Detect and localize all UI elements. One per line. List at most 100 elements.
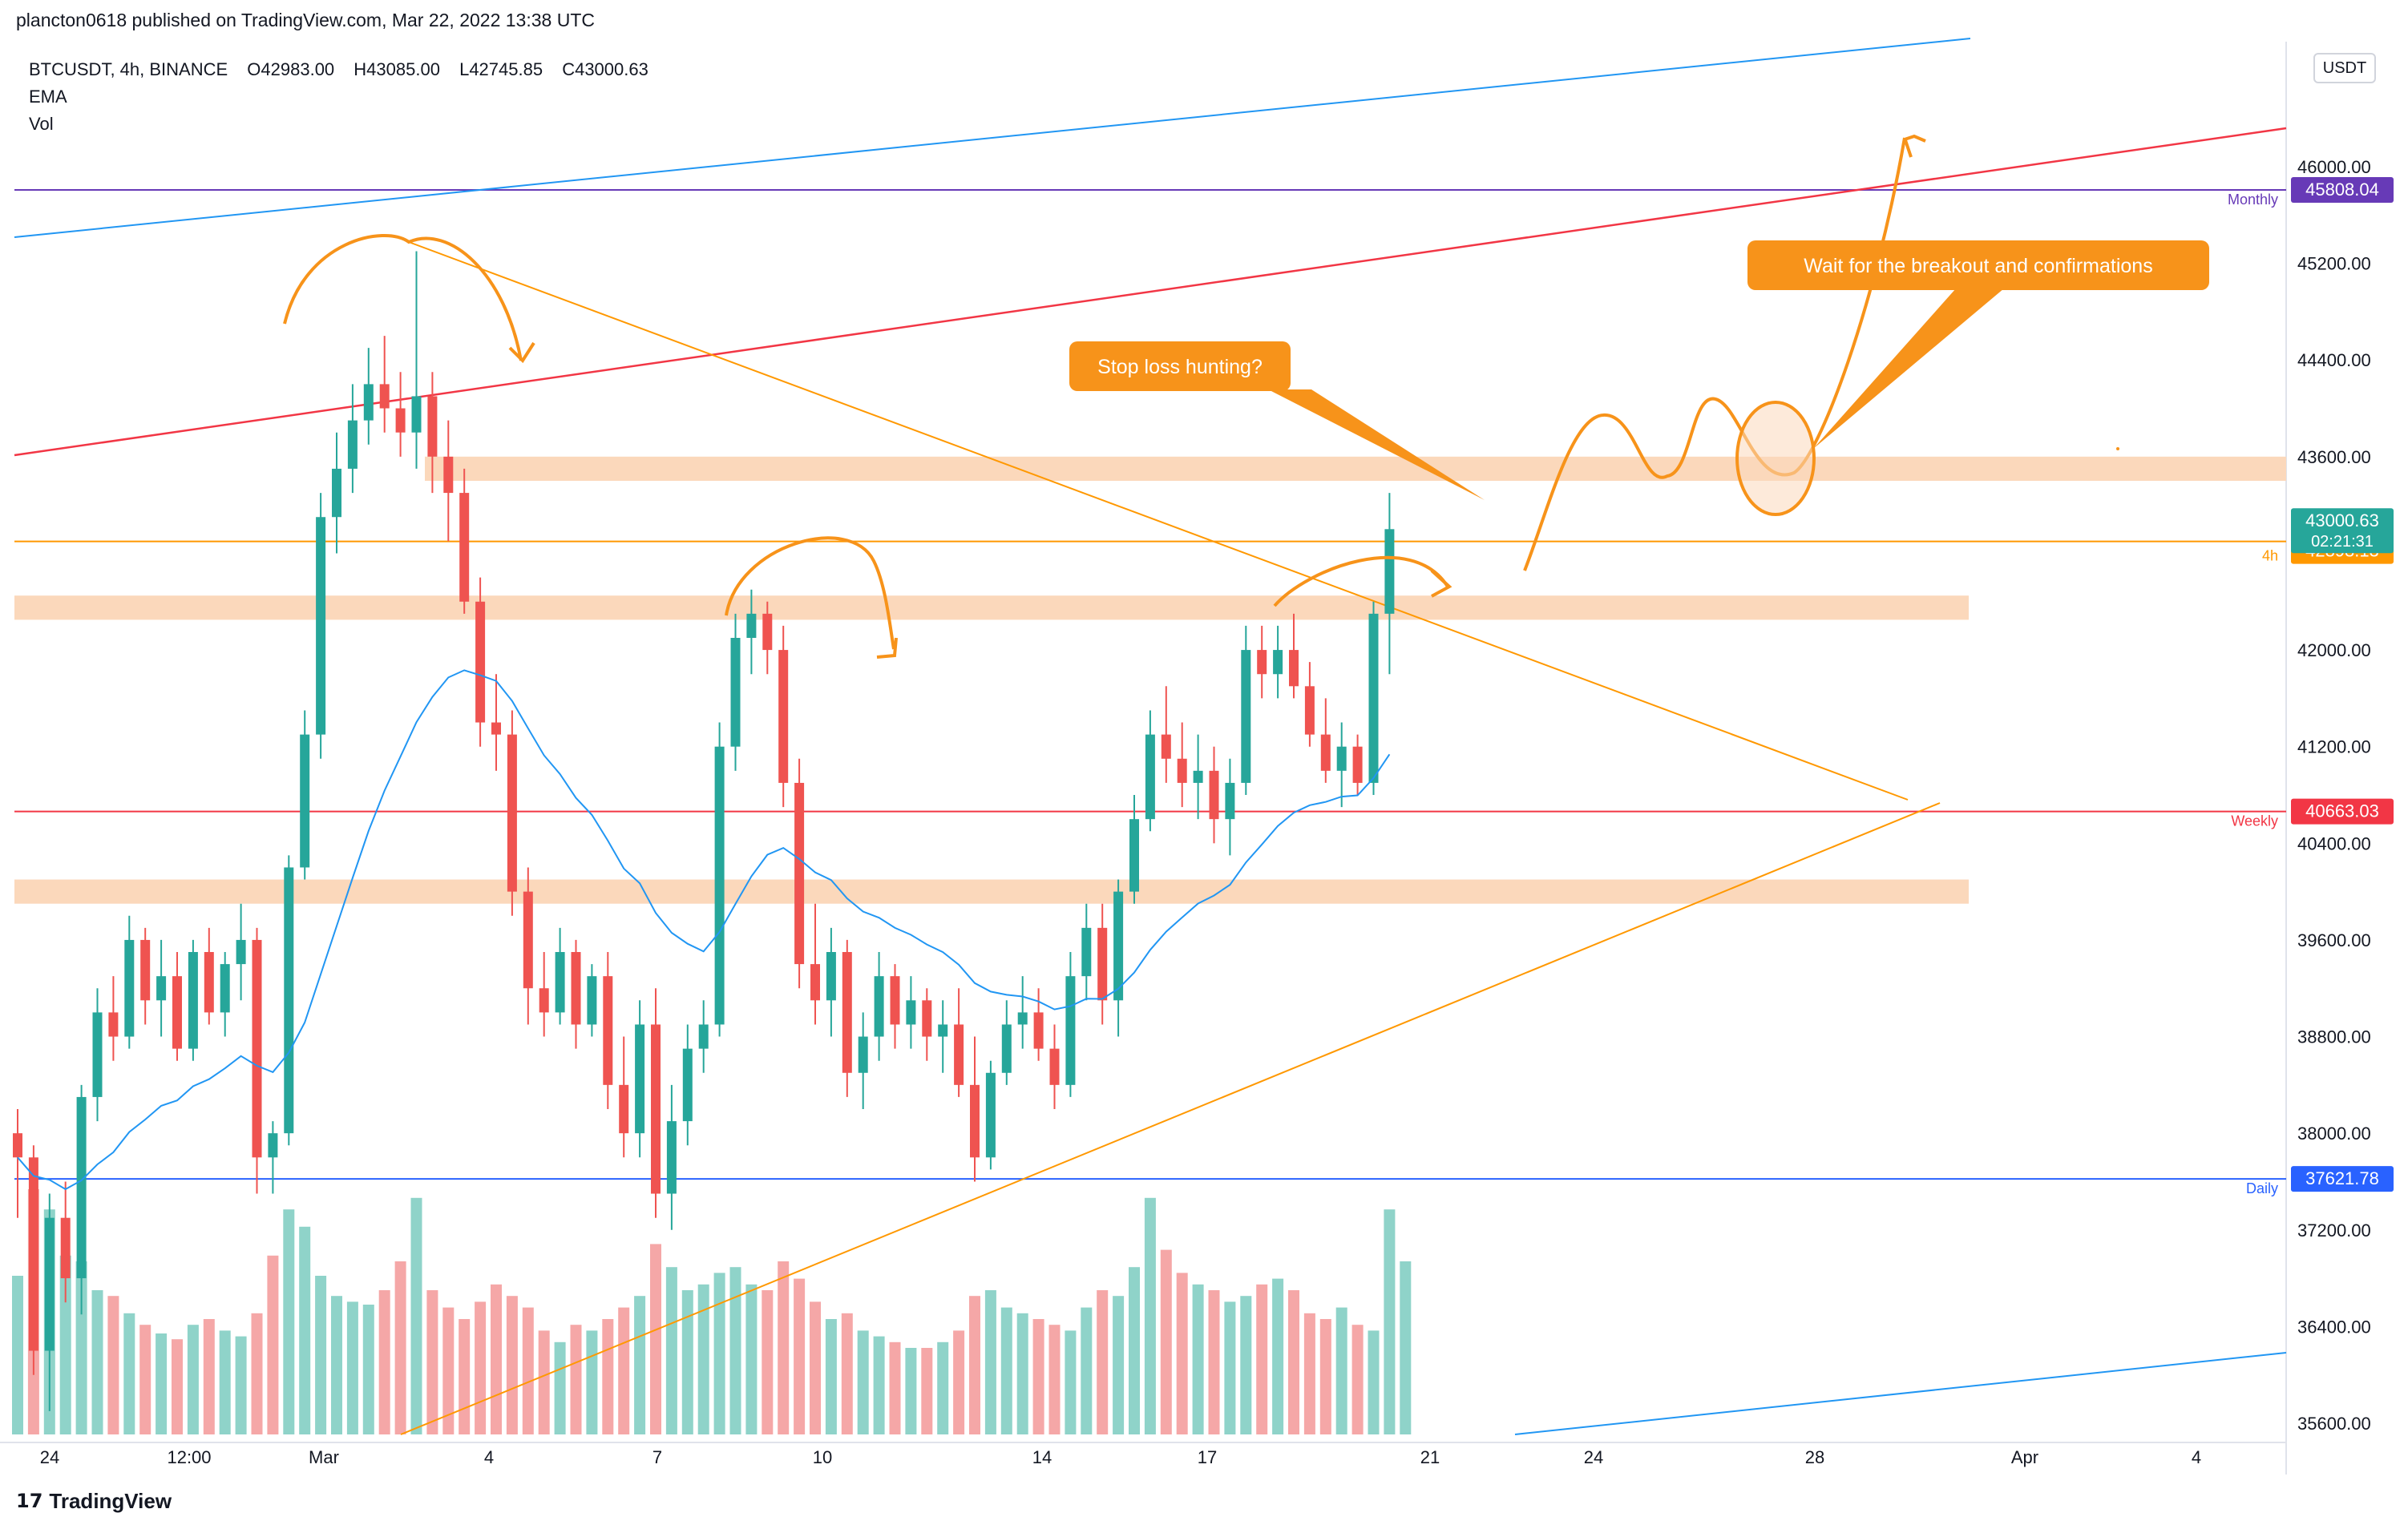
price-label-box[interactable]	[2291, 176, 2394, 203]
candle-body[interactable]	[794, 782, 805, 965]
price-label-box[interactable]	[2291, 798, 2394, 825]
candle-body[interactable]	[1289, 650, 1299, 687]
price-axis[interactable]: 46000.00 45200.00 44400.00 43600.00 42000.00…	[2297, 157, 2371, 1434]
legend-symbol[interactable]: BTCUSDT, 4h, BINANCE	[29, 59, 228, 79]
candle-body[interactable]	[1304, 686, 1315, 735]
candle-body[interactable]	[874, 976, 884, 1037]
red-resistance-line[interactable]	[14, 127, 2287, 457]
zone-1[interactable]	[425, 456, 2286, 481]
candle-body[interactable]	[810, 964, 820, 1001]
callout1-box[interactable]	[1069, 341, 1291, 391]
candle-body[interactable]	[714, 746, 725, 1025]
candle-body[interactable]	[60, 1217, 71, 1279]
candle-body[interactable]	[1161, 734, 1171, 759]
candle-body[interactable]	[1097, 927, 1108, 1001]
legend-ema[interactable]: EMA	[29, 87, 67, 107]
candle-body[interactable]	[587, 976, 597, 1025]
candle-body[interactable]	[1336, 746, 1347, 771]
candle-body[interactable]	[332, 468, 341, 518]
candle-body[interactable]	[1368, 613, 1379, 783]
candle-body[interactable]	[1113, 891, 1124, 1001]
candle-body[interactable]	[300, 734, 310, 868]
arc-drawing-1[interactable]	[283, 234, 523, 361]
price-label-box[interactable]	[2291, 538, 2394, 564]
candle-body[interactable]	[443, 456, 454, 494]
candle-body[interactable]	[1320, 734, 1331, 771]
candle-body[interactable]	[682, 1048, 693, 1122]
price-label-box[interactable]	[2291, 508, 2394, 554]
candle-body[interactable]	[1352, 746, 1363, 783]
callout2-box[interactable]	[1747, 240, 2209, 290]
candle-body[interactable]	[603, 976, 613, 1085]
candle-body[interactable]	[1145, 734, 1155, 820]
candle-body[interactable]	[44, 1217, 55, 1351]
candle-body[interactable]	[76, 1096, 87, 1279]
candle-body[interactable]	[539, 988, 549, 1013]
candle-body[interactable]	[762, 613, 773, 651]
candle-body[interactable]	[268, 1133, 278, 1158]
tradingview-logo[interactable]: 𝟭𝟳 TradingView	[16, 1489, 172, 1514]
projected-path[interactable]	[1523, 137, 1906, 571]
candle-body[interactable]	[1241, 650, 1251, 783]
candle-body[interactable]	[730, 638, 741, 747]
candle-body[interactable]	[491, 722, 501, 735]
candle-body[interactable]	[698, 1024, 709, 1049]
candle-body[interactable]	[970, 1084, 980, 1158]
candle-body[interactable]	[156, 976, 167, 1001]
candle-body[interactable]	[1129, 819, 1139, 892]
candle-body[interactable]	[826, 952, 836, 1001]
candle-body[interactable]	[1017, 1012, 1028, 1025]
candle-body[interactable]	[555, 952, 565, 1013]
candle-body[interactable]	[1033, 1012, 1044, 1049]
arc-drawing-2[interactable]	[725, 536, 895, 650]
candle-body[interactable]	[236, 939, 246, 965]
candle-body[interactable]	[28, 1157, 38, 1351]
candle-body[interactable]	[1065, 976, 1076, 1085]
zone-2[interactable]	[14, 595, 1969, 620]
candle-body[interactable]	[140, 939, 151, 1001]
candle-body[interactable]	[842, 952, 852, 1073]
candle-body[interactable]	[571, 952, 581, 1025]
candle-body[interactable]	[1001, 1024, 1012, 1073]
legend-vol[interactable]: Vol	[29, 114, 54, 134]
candle-body[interactable]	[651, 1024, 661, 1194]
candle-body[interactable]	[746, 613, 757, 638]
candle-body[interactable]	[172, 976, 182, 1049]
ascending-trendline[interactable]	[400, 802, 1941, 1435]
candle-body[interactable]	[1384, 529, 1395, 614]
zone-3[interactable]	[14, 879, 1969, 904]
candle-body[interactable]	[1177, 758, 1187, 783]
candle-body[interactable]	[906, 1000, 916, 1025]
candle-body[interactable]	[635, 1024, 645, 1134]
candle-body[interactable]	[13, 1133, 22, 1158]
candle-body[interactable]	[890, 976, 900, 1025]
candle-body[interactable]	[954, 1024, 964, 1085]
candle-body[interactable]	[666, 1121, 677, 1194]
candle-body[interactable]	[778, 650, 789, 783]
candle-body[interactable]	[1193, 770, 1203, 783]
time-axis[interactable]: 24 12:00 Mar 4 7 10 14 17 21 24 28 Apr 4	[40, 1447, 2201, 1467]
candle-body[interactable]	[204, 952, 214, 1013]
candle-body[interactable]	[507, 734, 517, 892]
price-label-box[interactable]	[2291, 1166, 2394, 1192]
candle-body[interactable]	[108, 1012, 119, 1037]
candle-body[interactable]	[395, 408, 406, 433]
candle-body[interactable]	[1081, 927, 1092, 977]
candle-body[interactable]	[316, 517, 326, 735]
arc-drawing-3[interactable]	[1273, 555, 1449, 607]
candle-body[interactable]	[1257, 650, 1267, 675]
candle-body[interactable]	[938, 1024, 948, 1037]
candle-body[interactable]	[1209, 770, 1219, 820]
descending-trendline[interactable]	[408, 241, 1909, 801]
candle-body[interactable]	[459, 493, 470, 602]
candle-body[interactable]	[922, 1000, 932, 1037]
candle-body[interactable]	[284, 867, 294, 1134]
currency-unit-button[interactable]: USDT	[2313, 53, 2376, 83]
candle-body[interactable]	[475, 601, 486, 723]
candle-body[interactable]	[858, 1036, 868, 1073]
candle-body[interactable]	[188, 952, 198, 1049]
candle-body[interactable]	[1273, 650, 1283, 675]
candle-body[interactable]	[92, 1012, 103, 1097]
breakout-circle[interactable]	[1735, 401, 1816, 516]
